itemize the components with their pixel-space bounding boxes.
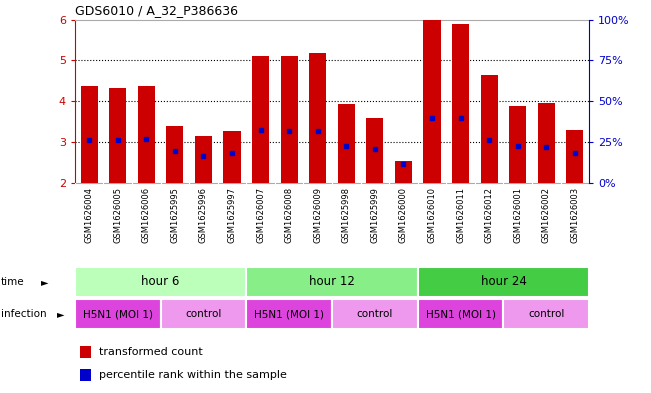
Text: hour 12: hour 12 bbox=[309, 275, 355, 288]
Text: GSM1625997: GSM1625997 bbox=[227, 187, 236, 242]
Text: GSM1625998: GSM1625998 bbox=[342, 187, 351, 242]
Text: transformed count: transformed count bbox=[98, 347, 202, 357]
Bar bbox=[367, 118, 383, 183]
Bar bbox=[166, 127, 184, 183]
Text: GSM1626011: GSM1626011 bbox=[456, 187, 465, 242]
Bar bbox=[75, 299, 161, 329]
Text: GSM1626002: GSM1626002 bbox=[542, 187, 551, 242]
Bar bbox=[161, 299, 246, 329]
Text: percentile rank within the sample: percentile rank within the sample bbox=[98, 370, 286, 380]
Text: GSM1626000: GSM1626000 bbox=[399, 187, 408, 242]
Text: GSM1626001: GSM1626001 bbox=[513, 187, 522, 242]
Bar bbox=[109, 88, 126, 183]
Text: H5N1 (MOI 1): H5N1 (MOI 1) bbox=[83, 309, 153, 319]
Text: GSM1626010: GSM1626010 bbox=[428, 187, 437, 242]
Text: H5N1 (MOI 1): H5N1 (MOI 1) bbox=[254, 309, 324, 319]
Bar bbox=[538, 103, 555, 183]
Bar bbox=[138, 86, 155, 183]
Text: GSM1626012: GSM1626012 bbox=[484, 187, 493, 242]
Bar bbox=[509, 106, 526, 183]
Bar bbox=[452, 24, 469, 183]
Bar bbox=[332, 299, 418, 329]
Bar bbox=[246, 267, 418, 297]
Text: GDS6010 / A_32_P386636: GDS6010 / A_32_P386636 bbox=[75, 4, 238, 17]
Bar bbox=[309, 53, 326, 183]
Text: GSM1626005: GSM1626005 bbox=[113, 187, 122, 242]
Bar bbox=[395, 161, 412, 183]
Text: H5N1 (MOI 1): H5N1 (MOI 1) bbox=[426, 309, 495, 319]
Bar bbox=[80, 346, 90, 358]
Text: infection: infection bbox=[1, 309, 46, 319]
Bar bbox=[566, 130, 583, 183]
Bar bbox=[252, 55, 269, 183]
Text: control: control bbox=[357, 309, 393, 319]
Bar bbox=[281, 55, 298, 183]
Bar bbox=[80, 369, 90, 381]
Bar bbox=[195, 136, 212, 183]
Text: GSM1626006: GSM1626006 bbox=[142, 187, 151, 243]
Bar bbox=[503, 299, 589, 329]
Text: time: time bbox=[1, 277, 24, 287]
Text: GSM1626007: GSM1626007 bbox=[256, 187, 265, 243]
Bar bbox=[338, 105, 355, 183]
Text: GSM1625996: GSM1625996 bbox=[199, 187, 208, 242]
Bar bbox=[246, 299, 332, 329]
Text: GSM1626003: GSM1626003 bbox=[570, 187, 579, 243]
Text: ►: ► bbox=[57, 309, 65, 319]
Text: GSM1626009: GSM1626009 bbox=[313, 187, 322, 242]
Text: hour 6: hour 6 bbox=[141, 275, 180, 288]
Bar bbox=[480, 75, 498, 183]
Text: GSM1625999: GSM1625999 bbox=[370, 187, 380, 242]
Text: control: control bbox=[186, 309, 221, 319]
Text: GSM1626004: GSM1626004 bbox=[85, 187, 94, 242]
Text: hour 24: hour 24 bbox=[480, 275, 527, 288]
Text: GSM1625995: GSM1625995 bbox=[171, 187, 180, 242]
Bar bbox=[75, 267, 246, 297]
Bar bbox=[418, 267, 589, 297]
Bar bbox=[418, 299, 503, 329]
Bar bbox=[81, 86, 98, 183]
Bar bbox=[223, 130, 241, 183]
Text: control: control bbox=[528, 309, 564, 319]
Text: GSM1626008: GSM1626008 bbox=[284, 187, 294, 243]
Bar bbox=[423, 20, 441, 183]
Text: ►: ► bbox=[41, 277, 49, 287]
